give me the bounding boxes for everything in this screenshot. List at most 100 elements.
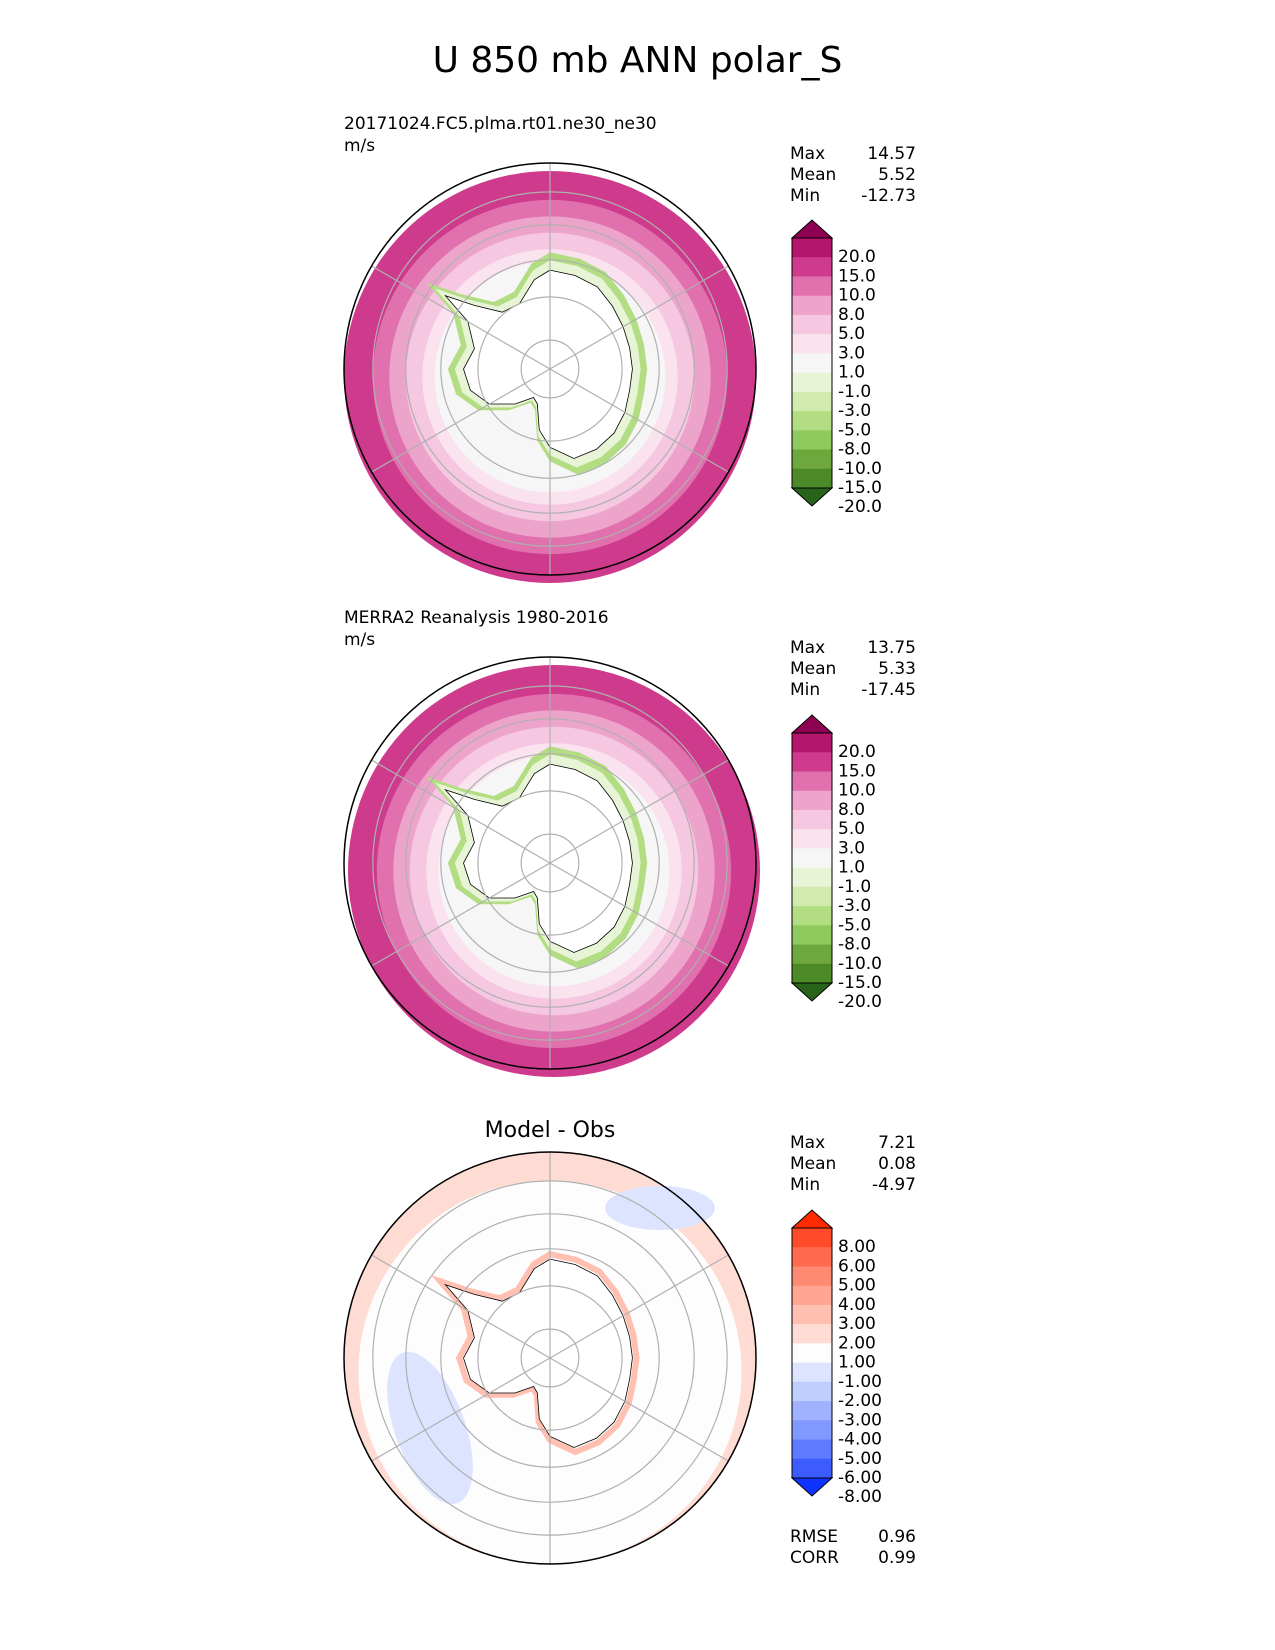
colorbar-frame	[791, 732, 833, 984]
metric-label: RMSE	[790, 1527, 839, 1547]
colorbar-segment	[792, 848, 832, 869]
colorbar-segment	[792, 1266, 832, 1287]
colorbar-segment	[792, 944, 832, 965]
colorbar-segment	[792, 809, 832, 830]
map-boundary	[343, 656, 757, 1070]
longitude-line	[549, 265, 729, 370]
colorbar-tick-label: -20.0	[838, 992, 882, 1012]
panel3-stats: Max 7.21 Mean 0.08 Min -4.97	[790, 1133, 916, 1196]
colorbar-segment	[792, 468, 832, 489]
colorbar-tick-label: 8.0	[838, 800, 865, 820]
colorbar-tick-label: 1.0	[838, 858, 865, 878]
longitude-line	[371, 862, 551, 967]
colorbar-tick-label: -1.0	[838, 382, 871, 402]
colorbar-segment	[792, 430, 832, 451]
longitude-line	[371, 1254, 551, 1359]
stat-label: Min	[790, 186, 821, 206]
panel3-metrics: RMSE 0.96 CORR 0.99	[790, 1527, 916, 1569]
map-boundary	[343, 162, 757, 576]
contour-band	[605, 1186, 715, 1230]
colorbar-extend-max	[790, 714, 834, 734]
colorbar-tick-label: -10.0	[838, 459, 882, 479]
colorbar-tick-label: -6.00	[838, 1468, 882, 1488]
colorbar-tick-label: -5.0	[838, 420, 871, 440]
colorbar-segment	[792, 391, 832, 412]
colorbar-frame	[791, 1227, 833, 1479]
colorbar-segment	[792, 334, 832, 354]
map-boundary	[343, 1151, 757, 1565]
colorbar-tick-label: -1.0	[838, 877, 871, 897]
panel2-stats: Max 13.75 Mean 5.33 Min -17.45	[790, 638, 916, 701]
colorbar-segment	[792, 752, 832, 772]
longitude-line	[549, 368, 729, 473]
colorbar-segment	[792, 276, 832, 297]
stat-value: 5.33	[878, 659, 916, 679]
panel1-case-name: 20171024.FC5.plma.rt01.ne30_ne30	[344, 114, 657, 134]
colorbar-segment	[792, 295, 832, 316]
contour-band	[387, 1351, 473, 1505]
longitude-line	[371, 368, 551, 473]
longitude-line	[549, 1254, 729, 1359]
colorbar-frame	[791, 237, 833, 489]
colorbar-segment	[792, 372, 832, 393]
colorbar-segment	[792, 1401, 832, 1421]
colorbar-tick-label: -2.00	[838, 1391, 882, 1411]
colorbar-tick-label: 8.0	[838, 305, 865, 325]
stat-value: -17.45	[861, 680, 916, 700]
stat-value: 14.57	[867, 144, 916, 164]
longitude-line	[371, 1357, 551, 1462]
longitude-line	[371, 265, 551, 370]
metric-value: 0.96	[878, 1527, 916, 1547]
panel3-polar-map	[343, 1151, 757, 1565]
colorbar-segment	[792, 1420, 832, 1441]
colorbar-segment	[792, 925, 832, 946]
colorbar-segment	[792, 257, 832, 277]
stat-value: 7.21	[878, 1133, 916, 1153]
longitude-line	[549, 1357, 729, 1462]
figure-title: U 850 mb ANN polar_S	[432, 40, 843, 81]
contour-band	[430, 1251, 640, 1456]
colorbar-segment	[792, 867, 832, 888]
colorbar-tick-label: 5.00	[838, 1276, 876, 1296]
colorbar-tick-label: 1.00	[838, 1353, 876, 1373]
stat-label: Mean	[790, 659, 837, 679]
panel2-units: m/s	[344, 630, 376, 650]
stat-label: Min	[790, 680, 821, 700]
panel2-case-name: MERRA2 Reanalysis 1980-2016	[344, 608, 609, 628]
antarctica-coastline	[444, 763, 633, 953]
colorbar-segment	[792, 906, 832, 926]
colorbar-tick-label: -5.00	[838, 1449, 882, 1469]
metric-value: 0.99	[878, 1548, 916, 1568]
colorbar-tick-label: 15.0	[838, 761, 876, 781]
panel1-units: m/s	[344, 136, 376, 156]
panel2-label: MERRA2 Reanalysis 1980-2016 m/s	[344, 607, 609, 651]
longitude-line	[549, 862, 729, 967]
antarctica-coastline	[444, 1258, 633, 1448]
stat-label: Mean	[790, 1154, 837, 1174]
colorbar-tick-label: 1.0	[838, 363, 865, 383]
colorbar-tick-label: 4.00	[838, 1295, 876, 1315]
colorbar-extend-min	[790, 982, 834, 1002]
colorbar-tick-label: -8.0	[838, 440, 871, 460]
colorbar-segment	[792, 1285, 832, 1306]
stat-value: -4.97	[872, 1175, 916, 1195]
colorbar-tick-label: 3.0	[838, 343, 865, 363]
panel1-colorbar: 20.015.010.08.05.03.01.0-1.0-3.0-5.0-8.0…	[790, 219, 882, 517]
colorbar-tick-label: -5.0	[838, 915, 871, 935]
colorbar-segment	[792, 1247, 832, 1267]
colorbar-segment	[792, 886, 832, 907]
colorbar-tick-label: 10.0	[838, 286, 876, 306]
colorbar-segment	[792, 449, 832, 470]
colorbar-segment	[792, 1439, 832, 1460]
colorbar-segment	[792, 1458, 832, 1479]
colorbar-segment	[792, 1343, 832, 1364]
colorbar-tick-label: 2.00	[838, 1333, 876, 1353]
stat-label: Mean	[790, 165, 837, 185]
colorbar-tick-label: -15.0	[838, 478, 882, 498]
colorbar-tick-label: -8.0	[838, 935, 871, 955]
colorbar-tick-label: 20.0	[838, 742, 876, 762]
longitude-line	[549, 759, 729, 864]
panel1-polar-map	[343, 162, 757, 583]
colorbar-tick-label: -3.0	[838, 896, 871, 916]
colorbar-segment	[792, 1304, 832, 1325]
